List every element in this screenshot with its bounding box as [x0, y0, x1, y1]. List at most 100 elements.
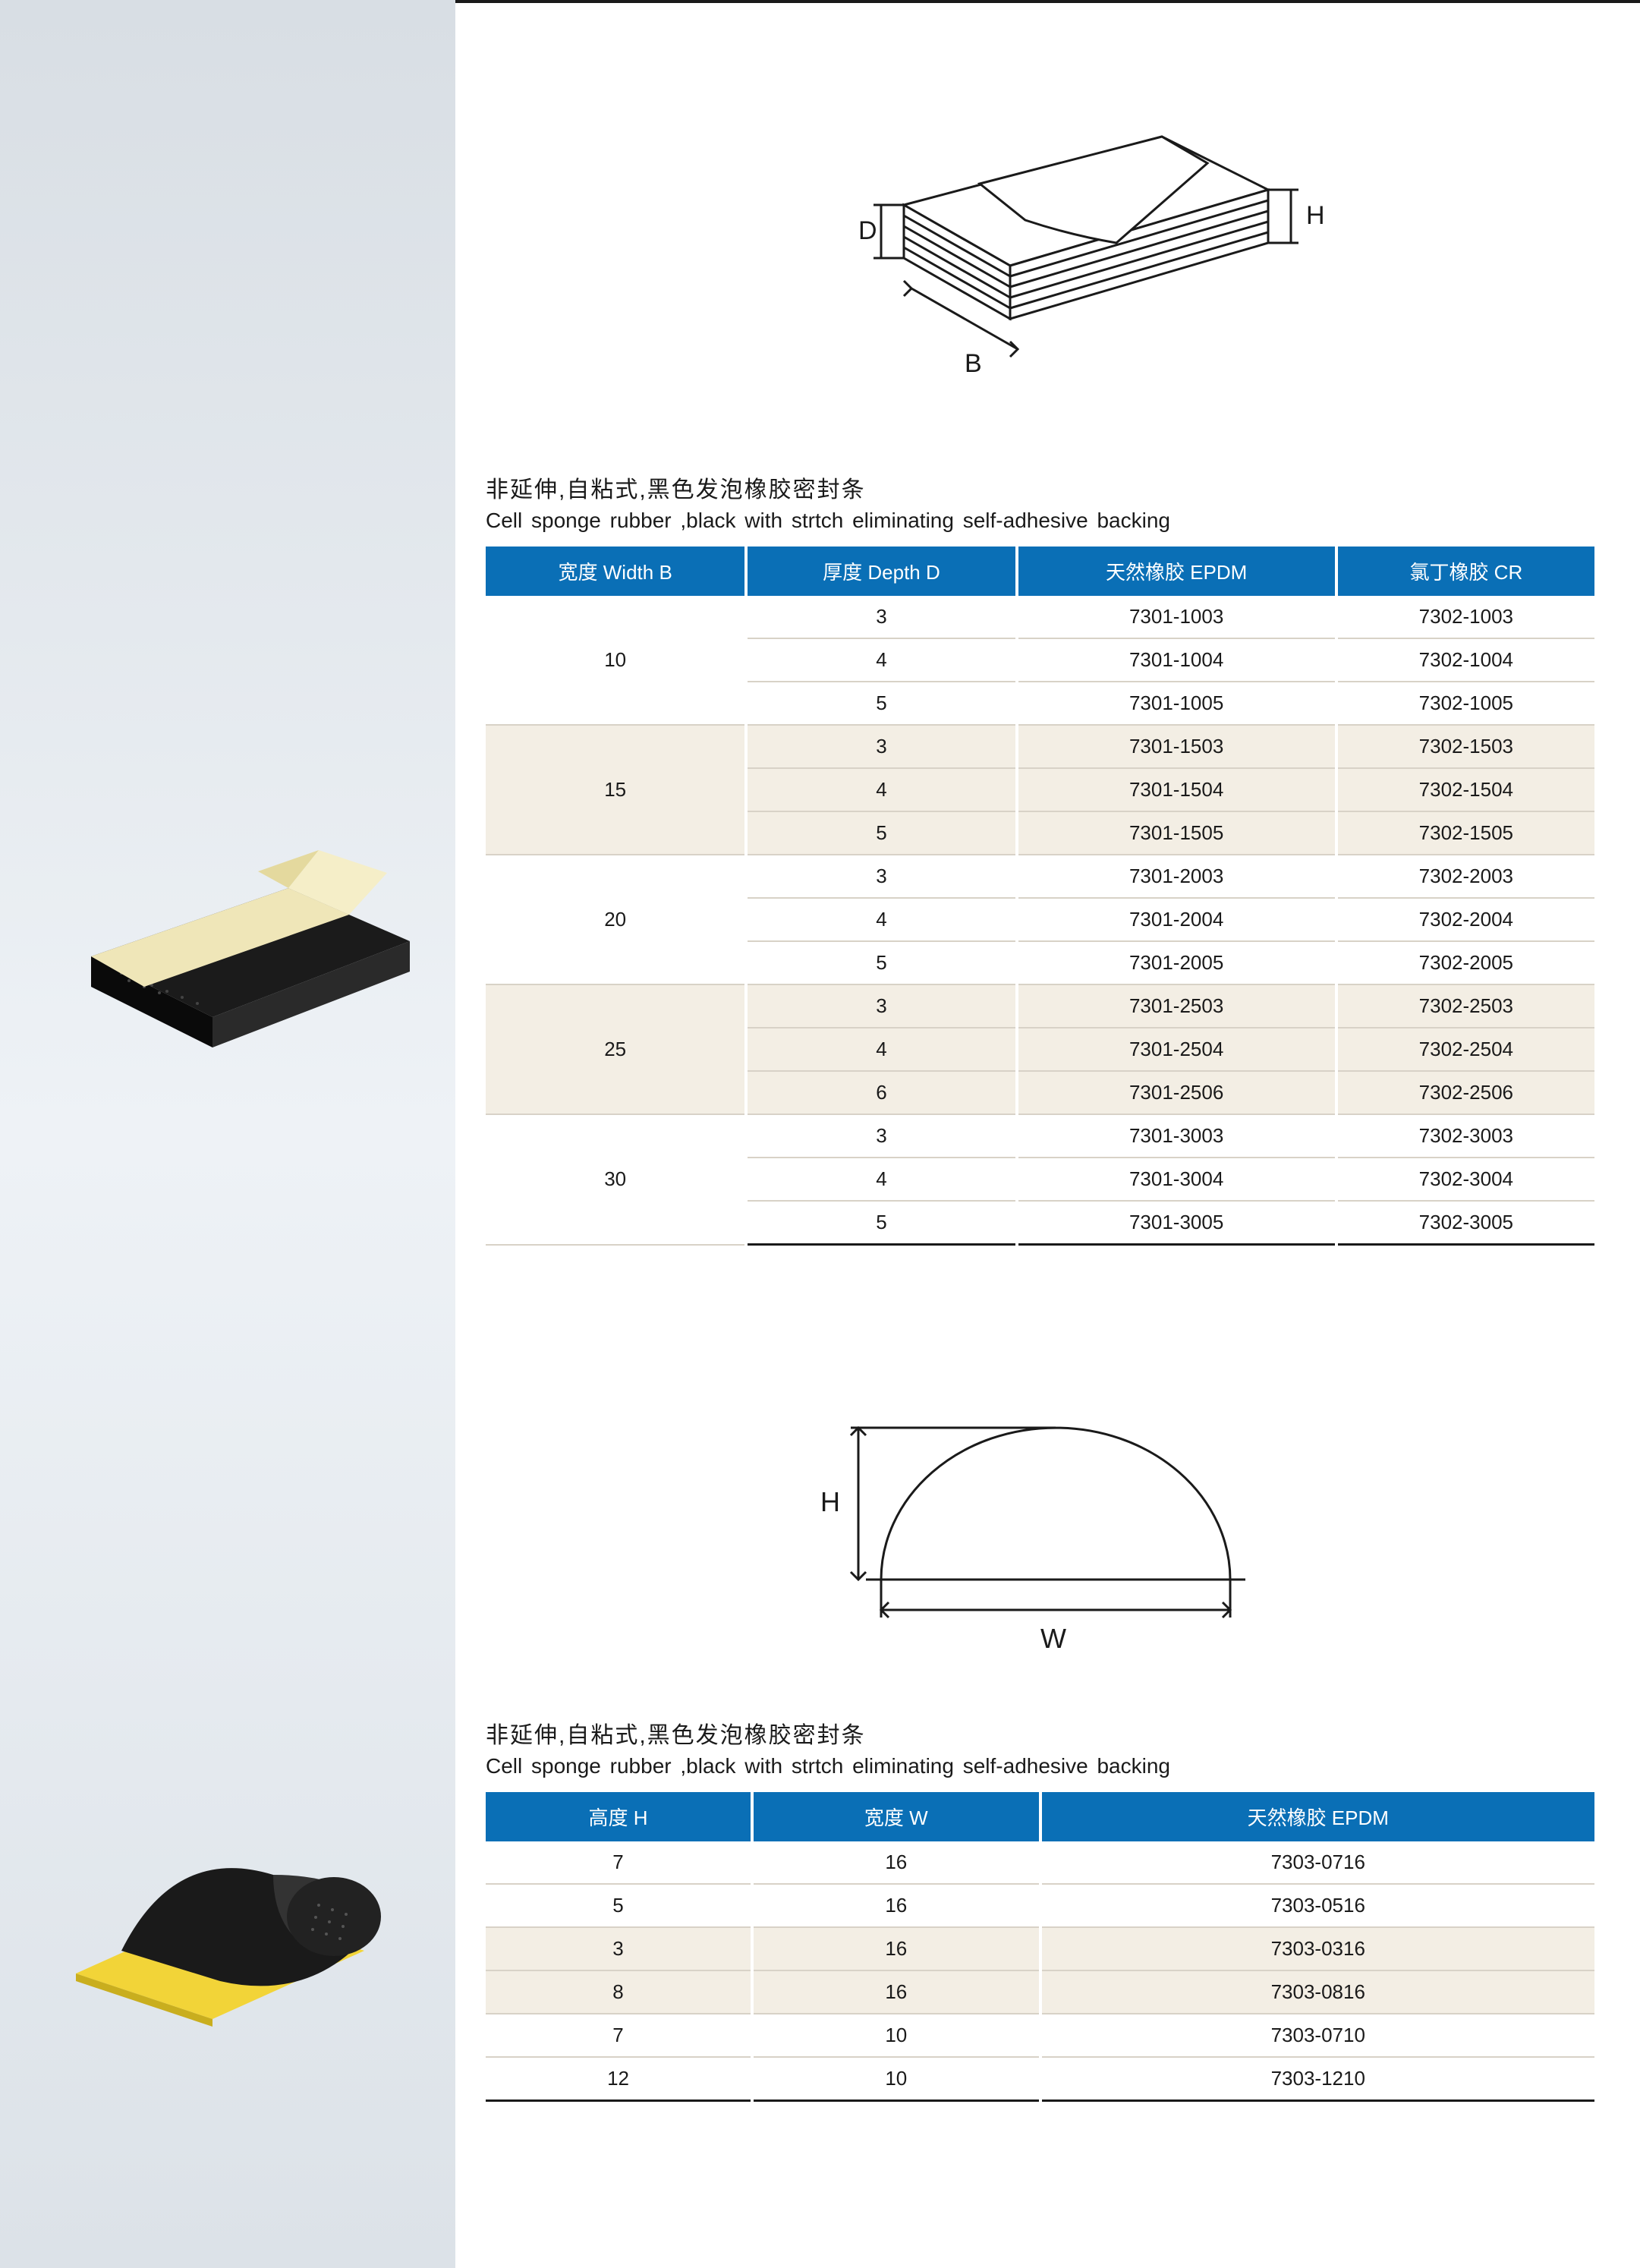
table-row: 5167303-0516 [486, 1884, 1594, 1927]
cell-d: 4 [746, 638, 1016, 682]
cell-epdm: 7301-2503 [1017, 984, 1336, 1028]
cell-epdm: 7303-0716 [1040, 1841, 1595, 1884]
table-1-col-epdm: 天然橡胶 EPDM [1017, 547, 1336, 596]
cell-d: 5 [746, 682, 1016, 725]
cell-w: 16 [752, 1884, 1040, 1927]
cell-epdm: 7301-3003 [1017, 1114, 1336, 1158]
diagram2-label-h: H [820, 1486, 840, 1517]
diagram-semicircle: H W [486, 1352, 1594, 1671]
cell-d: 3 [746, 855, 1016, 898]
cell-d: 6 [746, 1071, 1016, 1114]
cell-epdm: 7301-2003 [1017, 855, 1336, 898]
cell-cr: 7302-3003 [1336, 1114, 1594, 1158]
table-row: 1537301-15037302-1503 [486, 725, 1594, 768]
cell-epdm: 7301-1003 [1017, 596, 1336, 638]
section2-title-en: Cell sponge rubber ,black with strtch el… [486, 1754, 1594, 1778]
table-1-col-depth: 厚度 Depth D [746, 547, 1016, 596]
diagram2-label-w: W [1040, 1623, 1066, 1654]
cell-epdm: 7303-0710 [1040, 2014, 1595, 2057]
cell-epdm: 7301-1504 [1017, 768, 1336, 811]
cell-epdm: 7303-0816 [1040, 1970, 1595, 2014]
table-2: 高度 H 宽度 W 天然橡胶 EPDM 7167303-07165167303-… [486, 1792, 1594, 2102]
cell-h: 7 [486, 1841, 752, 1884]
table-2-col-epdm: 天然橡胶 EPDM [1040, 1792, 1595, 1841]
table-1: 宽度 Width B 厚度 Depth D 天然橡胶 EPDM 氯丁橡胶 CR … [486, 547, 1594, 1246]
table-1-header-row: 宽度 Width B 厚度 Depth D 天然橡胶 EPDM 氯丁橡胶 CR [486, 547, 1594, 596]
table-2-header-row: 高度 H 宽度 W 天然橡胶 EPDM [486, 1792, 1594, 1841]
section2-title-cn: 非延伸,自粘式,黑色发泡橡胶密封条 [486, 1716, 1594, 1750]
table-row: 7167303-0716 [486, 1841, 1594, 1884]
cell-width: 20 [486, 855, 746, 984]
cell-cr: 7302-2504 [1336, 1028, 1594, 1071]
cell-d: 4 [746, 1158, 1016, 1201]
table-1-col-width: 宽度 Width B [486, 547, 746, 596]
diagram-label-d: D [858, 216, 877, 245]
cell-epdm: 7301-1004 [1017, 638, 1336, 682]
cell-epdm: 7303-0316 [1040, 1927, 1595, 1970]
cell-d: 5 [746, 941, 1016, 984]
cell-h: 3 [486, 1927, 752, 1970]
cell-d: 3 [746, 725, 1016, 768]
cell-h: 5 [486, 1884, 752, 1927]
cell-d: 4 [746, 768, 1016, 811]
page: D B H 非延伸,自粘式,黑色发泡橡胶密封条 Cell sponge rubb… [0, 0, 1640, 2268]
cell-epdm: 7301-2004 [1017, 898, 1336, 941]
cell-d: 5 [746, 811, 1016, 855]
cell-epdm: 7303-0516 [1040, 1884, 1595, 1927]
cell-d: 3 [746, 596, 1016, 638]
section1-title-en: Cell sponge rubber ,black with strtch el… [486, 509, 1594, 533]
cell-w: 16 [752, 1970, 1040, 2014]
cell-epdm: 7301-3005 [1017, 1201, 1336, 1245]
cell-d: 5 [746, 1201, 1016, 1245]
cell-h: 12 [486, 2057, 752, 2101]
cell-w: 10 [752, 2014, 1040, 2057]
cell-cr: 7302-3005 [1336, 1201, 1594, 1245]
cell-cr: 7302-1004 [1336, 638, 1594, 682]
table-row: 7107303-0710 [486, 2014, 1594, 2057]
cell-width: 10 [486, 596, 746, 725]
cell-epdm: 7301-1503 [1017, 725, 1336, 768]
table-row: 1037301-10037302-1003 [486, 596, 1594, 638]
cell-d: 3 [746, 984, 1016, 1028]
cell-cr: 7302-2005 [1336, 941, 1594, 984]
cell-epdm: 7303-1210 [1040, 2057, 1595, 2101]
cell-h: 7 [486, 2014, 752, 2057]
table-row: 12107303-1210 [486, 2057, 1594, 2101]
cell-width: 15 [486, 725, 746, 855]
cell-cr: 7302-1504 [1336, 768, 1594, 811]
cell-width: 30 [486, 1114, 746, 1245]
cell-w: 10 [752, 2057, 1040, 2101]
cell-epdm: 7301-2506 [1017, 1071, 1336, 1114]
cell-w: 16 [752, 1841, 1040, 1884]
cell-cr: 7302-2503 [1336, 984, 1594, 1028]
cell-d: 3 [746, 1114, 1016, 1158]
table-row: 3037301-30037302-3003 [486, 1114, 1594, 1158]
table-2-col-w: 宽度 W [752, 1792, 1040, 1841]
table-row: 3167303-0316 [486, 1927, 1594, 1970]
diagram-label-h: H [1306, 201, 1325, 230]
table-row: 2537301-25037302-2503 [486, 984, 1594, 1028]
section1-title-cn: 非延伸,自粘式,黑色发泡橡胶密封条 [486, 471, 1594, 504]
product-illustration-halfround [46, 1776, 410, 2038]
cell-cr: 7302-1003 [1336, 596, 1594, 638]
cell-d: 4 [746, 1028, 1016, 1071]
table-row: 2037301-20037302-2003 [486, 855, 1594, 898]
cell-cr: 7302-2003 [1336, 855, 1594, 898]
table-1-col-cr: 氯丁橡胶 CR [1336, 547, 1594, 596]
cell-cr: 7302-1005 [1336, 682, 1594, 725]
table-row: 8167303-0816 [486, 1970, 1594, 2014]
cell-width: 25 [486, 984, 746, 1114]
diagram-label-b: B [965, 349, 982, 378]
product-illustration-rect-pad [30, 805, 425, 1082]
sidebar [0, 0, 455, 2268]
cell-epdm: 7301-2504 [1017, 1028, 1336, 1071]
cell-d: 4 [746, 898, 1016, 941]
cell-h: 8 [486, 1970, 752, 2014]
cell-epdm: 7301-2005 [1017, 941, 1336, 984]
main-content: D B H 非延伸,自粘式,黑色发泡橡胶密封条 Cell sponge rubb… [455, 0, 1640, 2268]
cell-cr: 7302-1503 [1336, 725, 1594, 768]
cell-cr: 7302-3004 [1336, 1158, 1594, 1201]
cell-epdm: 7301-1005 [1017, 682, 1336, 725]
cell-epdm: 7301-1505 [1017, 811, 1336, 855]
cell-cr: 7302-2004 [1336, 898, 1594, 941]
